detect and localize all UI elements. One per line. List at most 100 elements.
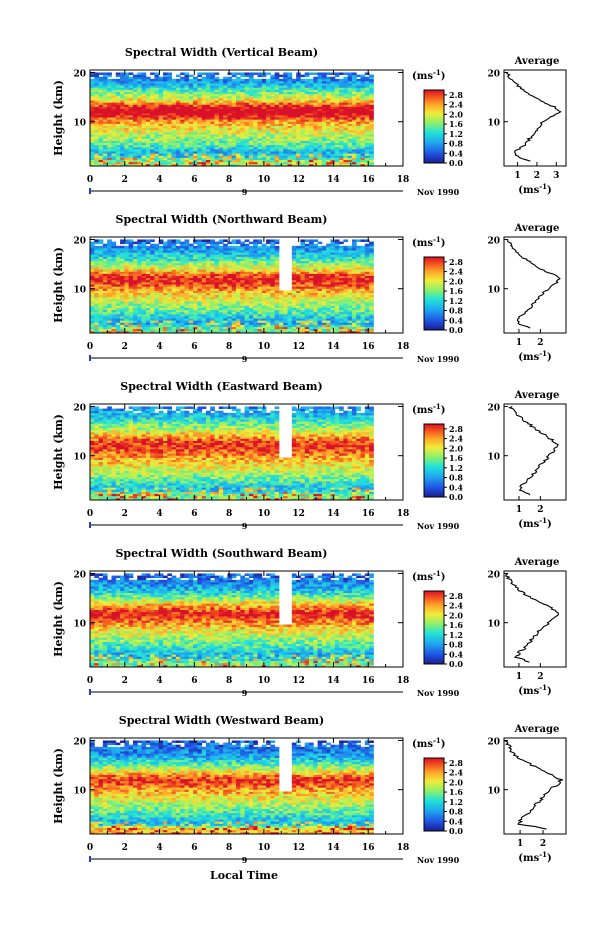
heatmap-cell: [232, 246, 237, 249]
heatmap-cell: [176, 239, 181, 242]
heatmap-cell: [292, 246, 297, 249]
heatmap-cell: [111, 242, 116, 245]
colorbar-unit-close: ): [441, 71, 446, 82]
heatmap-cell: [313, 72, 318, 75]
heatmap-cell: [210, 239, 215, 242]
heatmap-cell: [296, 246, 301, 249]
heatmap-cell: [369, 75, 374, 78]
colorbar: [424, 90, 444, 163]
x-tick-label: 16: [362, 175, 375, 185]
heatmap-cell: [146, 239, 151, 242]
heatmap-cell: [193, 77, 198, 80]
heatmap-cell: [176, 79, 181, 82]
heatmap-cell: [197, 239, 202, 242]
heatmap-cell: [163, 72, 168, 75]
heatmap-cell: [275, 246, 280, 249]
heatmap-cell: [172, 239, 177, 242]
heatmap-cell: [159, 77, 164, 80]
heatmap-cell: [236, 77, 241, 80]
heatmap-cell: [240, 242, 245, 245]
heatmap-cell: [99, 239, 104, 242]
heatmap-cell: [365, 77, 370, 80]
heatmap-cell: [150, 72, 155, 75]
heatmap-cell: [189, 79, 194, 82]
profile-x-label-close: ): [547, 185, 552, 196]
heatmap-cell: [184, 72, 189, 75]
heatmap-cell: [210, 72, 215, 75]
heatmap-cell: [240, 72, 245, 75]
heatmap-cell: [253, 79, 258, 82]
heatmap-cell: [283, 290, 288, 293]
heatmap-cell: [223, 239, 228, 242]
colorbar-unit-exponent: -1: [433, 68, 441, 77]
heatmap-cell: [253, 239, 258, 242]
profile-line: [506, 73, 560, 162]
heatmap-cell: [266, 79, 271, 82]
profile-x-tick-label: 1: [514, 171, 520, 181]
heatmap-cell: [356, 75, 361, 78]
heatmap-cell: [120, 239, 125, 242]
heatmap-cell: [305, 72, 310, 75]
heatmap-cell: [129, 77, 134, 80]
heatmap-cell: [99, 72, 104, 75]
colorbar-tick-label: 2.0: [449, 109, 463, 119]
heatmap-cell: [193, 239, 198, 242]
heatmap-cell: [249, 246, 254, 249]
heatmap-cell: [339, 79, 344, 82]
colorbar-tick-label: 2.4: [449, 100, 463, 110]
panel-title: Spectral Width (Vertical Beam): [125, 46, 318, 59]
heatmap-cell: [202, 72, 207, 75]
heatmap-cell: [335, 72, 340, 75]
heatmap-cell: [236, 72, 241, 75]
heatmap-cell: [283, 72, 288, 75]
heatmap-cell: [223, 77, 228, 80]
heatmap-cell: [163, 242, 168, 245]
colorbar-tick-label: 1.2: [449, 129, 463, 139]
heatmap-cell: [94, 246, 99, 249]
heatmap-cell: [167, 72, 172, 75]
profile-y-tick-label: 10: [487, 119, 500, 129]
heatmap-cell: [245, 239, 250, 242]
heatmap-cell: [180, 77, 185, 80]
heatmap-cell: [339, 72, 344, 75]
heatmap-cell: [236, 239, 241, 242]
heatmap-cell: [202, 239, 207, 242]
heatmap-cells: [90, 239, 374, 333]
heatmap-cell: [245, 244, 250, 247]
colorbar-tick-label: 1.6: [449, 119, 463, 129]
heatmap-cell: [326, 77, 331, 80]
heatmap-cell: [197, 79, 202, 82]
heatmap-cell: [99, 246, 104, 249]
heatmap-cell: [279, 290, 284, 293]
heatmap-cell: [90, 242, 95, 245]
heatmap-cell: [245, 79, 250, 82]
heatmap-cell: [150, 79, 155, 82]
heatmap-cell: [116, 72, 121, 75]
heatmap-cell: [257, 72, 262, 75]
y-tick-label: 20: [73, 69, 86, 79]
heatmap-cell: [266, 72, 271, 75]
heatmap-cell: [129, 72, 134, 75]
heatmap-cell: [326, 72, 331, 75]
heatmap-cell: [279, 79, 284, 82]
heatmap-cell: [167, 239, 172, 242]
panel-2: Spectral Width (Northward Beam)0 2 4 6 8 10 12…: [52, 213, 566, 364]
heatmap-cell: [270, 75, 275, 78]
colorbar-tick-label: 0.0: [449, 158, 463, 168]
heatmap-cell: [215, 242, 220, 245]
heatmap-cell: [103, 244, 108, 247]
heatmap-cell: [215, 72, 220, 75]
heatmap-cell: [206, 72, 211, 75]
date-day-label: 9: [242, 187, 248, 197]
x-tick-label: 18: [397, 175, 410, 185]
heatmap-cell: [330, 77, 335, 80]
heatmap-cell: [189, 244, 194, 247]
heatmap-cell: [219, 79, 224, 82]
heatmap-cell: [253, 72, 258, 75]
heatmap-cell: [219, 246, 224, 249]
heatmap-cell: [180, 242, 185, 245]
x-tick-label: 14: [327, 175, 340, 185]
heatmap-cell: [227, 246, 232, 249]
heatmap-cell: [150, 244, 155, 247]
